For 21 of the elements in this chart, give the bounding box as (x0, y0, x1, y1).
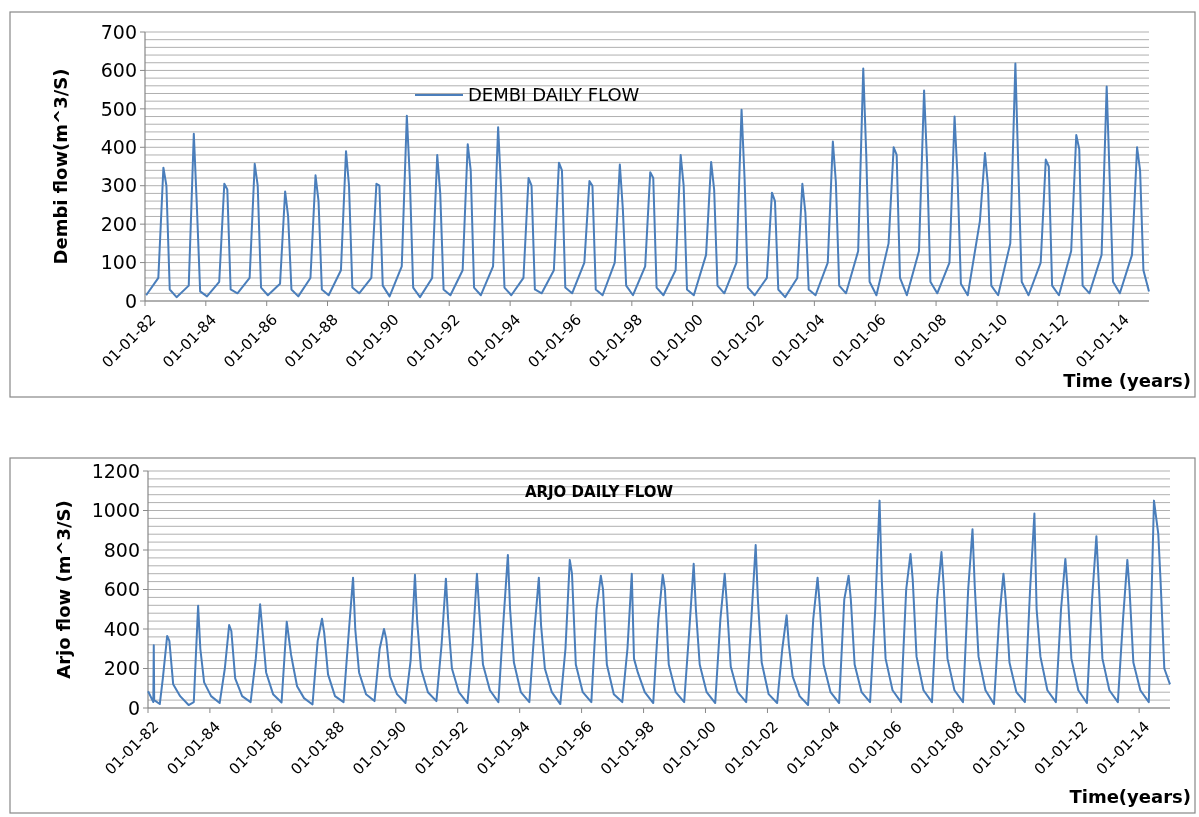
legend-label: DEMBI DAILY FLOW (468, 84, 640, 106)
y-axis-title: Arjo flow (m^3/S) (53, 500, 74, 679)
y-tick-label: 0 (124, 289, 137, 312)
y-axis-title: Dembi flow(m^3/S) (50, 68, 71, 265)
y-tick-label: 700 (100, 20, 137, 43)
y-tick-label: 200 (103, 657, 140, 680)
y-tick-label: 200 (100, 212, 137, 235)
y-tick-label: 0 (127, 696, 140, 719)
y-tick-label: 100 (100, 251, 137, 274)
y-tick-label: 400 (100, 135, 137, 158)
text: ARJO DAILY FLOW (524, 483, 674, 501)
y-tick-label: 500 (100, 97, 137, 120)
y-tick-label: 800 (103, 538, 140, 561)
y-tick-label: 600 (103, 578, 140, 601)
y-tick-label: 400 (103, 617, 140, 640)
y-tick-label: 600 (100, 59, 137, 82)
y-tick-label: 1200 (91, 459, 140, 482)
x-axis-title: Time(years) (1069, 786, 1191, 807)
x-axis-title: Time (years) (1063, 370, 1191, 391)
y-tick-label: 1000 (91, 499, 140, 522)
y-tick-label: 300 (100, 174, 137, 197)
